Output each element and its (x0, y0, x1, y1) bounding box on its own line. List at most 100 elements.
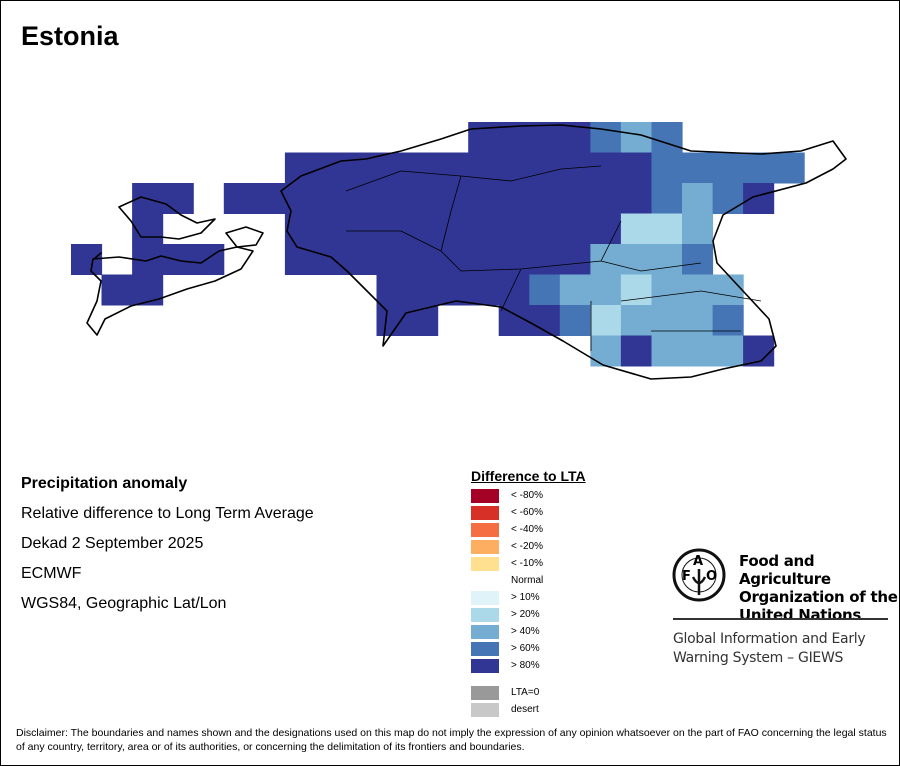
grid-cell (590, 335, 622, 367)
legend-item: > 40% (471, 625, 591, 639)
grid-cell (376, 305, 408, 336)
grid-cell (407, 152, 439, 184)
grid-cell (682, 335, 714, 367)
grid-cell (743, 183, 775, 214)
grid-cell (315, 183, 347, 214)
legend-item: > 20% (471, 608, 591, 622)
grid-cell (712, 274, 744, 306)
fao-name-line: Organization of the (739, 588, 898, 606)
grid-cell (376, 274, 408, 306)
grid-cell (590, 244, 622, 275)
legend-swatch (471, 557, 499, 571)
grid-cell (407, 305, 439, 336)
legend-swatch (471, 591, 499, 605)
hiiumaa-outline (86, 246, 254, 336)
grid-cell (529, 183, 561, 214)
grid-cell (132, 213, 164, 245)
grid-cell (437, 244, 469, 275)
legend-item: < -60% (471, 506, 591, 520)
grid-cell (284, 152, 316, 184)
map-period: Dekad 2 September 2025 (21, 535, 204, 552)
grid-cell (590, 213, 622, 245)
divider (673, 618, 888, 620)
legend-item: Normal (471, 574, 591, 588)
county-borders (345, 165, 762, 351)
grid-cell (193, 244, 225, 275)
grid-cell (315, 244, 347, 275)
grid-cell (468, 183, 500, 214)
legend-swatch (471, 686, 499, 700)
legend-label: > 40% (511, 626, 540, 637)
grid-cell (498, 274, 530, 306)
grid-cell (651, 213, 683, 245)
grid-cell (345, 244, 377, 275)
legend-label: > 10% (511, 592, 540, 603)
grid-cell (437, 183, 469, 214)
grid-cell (529, 274, 561, 306)
grid-cell (71, 244, 103, 275)
legend-swatch (471, 642, 499, 656)
grid-cell (651, 274, 683, 306)
grid-cell (559, 274, 591, 306)
grid-cell (712, 183, 744, 214)
disclaimer: Disclaimer: The boundaries and names sho… (16, 727, 887, 753)
grid-cell (437, 213, 469, 245)
giews-name: Global Information and Early Warning Sys… (673, 630, 866, 668)
grid-cell (590, 183, 622, 214)
grid-cell (223, 183, 255, 214)
grid-cell (559, 183, 591, 214)
grid-cell (132, 274, 164, 306)
svg-text:F: F (682, 569, 691, 584)
grid-cell (284, 244, 316, 275)
grid-cell (682, 244, 714, 275)
grid-cell (437, 274, 469, 306)
grid-cell (620, 152, 652, 184)
grid-cell (101, 274, 133, 306)
grid-cell (529, 152, 561, 184)
map-title: Estonia (21, 21, 119, 51)
grid-cell (468, 122, 500, 153)
legend-swatch (471, 506, 499, 520)
fao-name-line: Food and Agriculture (739, 552, 831, 588)
grid-cell (559, 213, 591, 245)
legend-label: LTA=0 (511, 687, 540, 698)
grid-cell (651, 335, 683, 367)
legend-title: Difference to LTA (471, 468, 586, 484)
legend-swatch (471, 489, 499, 503)
fao-organization-name: Food and Agriculture Organization of the… (739, 552, 899, 624)
legend-label: < -10% (511, 558, 543, 569)
country-outline (86, 124, 847, 380)
legend-label: < -20% (511, 541, 543, 552)
grid-cell (376, 183, 408, 214)
grid-cell (498, 152, 530, 184)
grid-cell (498, 183, 530, 214)
grid-cell (315, 213, 347, 245)
legend-swatch (471, 608, 499, 622)
grid-cell (620, 305, 652, 336)
precipitation-map (71, 122, 847, 380)
legend-item: > 10% (471, 591, 591, 605)
legend-item: > 80% (471, 659, 591, 673)
data-source: ECMWF (21, 565, 82, 582)
grid-cell (254, 183, 286, 214)
grid-cell (620, 213, 652, 245)
grid-cell (712, 152, 744, 184)
grid-cell (682, 213, 714, 245)
saaremaa-outline (93, 252, 102, 260)
grid-cell (498, 244, 530, 275)
grid-cell (590, 122, 622, 153)
grid-cell (651, 122, 683, 153)
grid-cell (651, 244, 683, 275)
grid-cell (437, 152, 469, 184)
fao-name-line: United Nations (739, 606, 862, 624)
grid-cell (682, 152, 714, 184)
grid-cell (407, 244, 439, 275)
legend-swatch (471, 625, 499, 639)
legend-swatch (471, 540, 499, 554)
legend-item: > 60% (471, 642, 591, 656)
mainland-outline (280, 124, 847, 380)
legend-label: desert (511, 704, 539, 715)
grid-cell (620, 183, 652, 214)
grid-cell (529, 213, 561, 245)
